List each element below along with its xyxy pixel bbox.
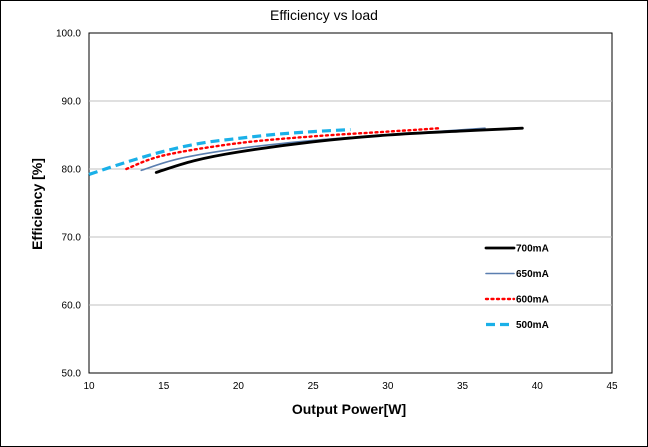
legend-label-600mA: 600mA	[516, 295, 549, 306]
y-tick-label: 100.0	[56, 29, 81, 40]
legend-label-500mA: 500mA	[516, 320, 549, 331]
legend-label-700mA: 700mA	[516, 244, 549, 255]
y-tick-label: 90.0	[62, 97, 82, 108]
x-tick-label: 25	[308, 381, 320, 392]
gridlines	[89, 100, 612, 306]
legend-label-650mA: 650mA	[516, 269, 549, 280]
x-axis-label: Output Power[W]	[292, 401, 406, 417]
x-tick-label: 30	[382, 381, 394, 392]
x-tick-label: 20	[233, 381, 245, 392]
x-tick-label: 15	[158, 381, 170, 392]
chart-title: Efficiency vs load	[270, 7, 378, 23]
x-axis-ticks: 10 15 20 25 30 35 40 45	[83, 381, 618, 392]
plot-area	[88, 32, 613, 374]
y-tick-label: 50.0	[62, 369, 82, 380]
series-line-700mA	[154, 126, 524, 174]
x-tick-label: 45	[606, 381, 618, 392]
y-tick-label: 70.0	[62, 233, 82, 244]
series-line-600mA	[125, 126, 442, 171]
x-tick-label: 10	[83, 381, 95, 392]
y-tick-label: 60.0	[62, 301, 82, 312]
x-tick-label: 40	[532, 381, 544, 392]
series-line-500mA	[88, 127, 351, 176]
legend: 700mA 650mA 600mA 500mA	[484, 244, 549, 331]
y-tick-label: 80.0	[62, 165, 82, 176]
x-tick-label: 35	[457, 381, 469, 392]
series-group	[88, 126, 524, 176]
y-axis-ticks: 50.0 60.0 70.0 80.0 90.0 100.0	[56, 29, 81, 380]
y-axis-label: Efficiency [%]	[29, 158, 45, 250]
